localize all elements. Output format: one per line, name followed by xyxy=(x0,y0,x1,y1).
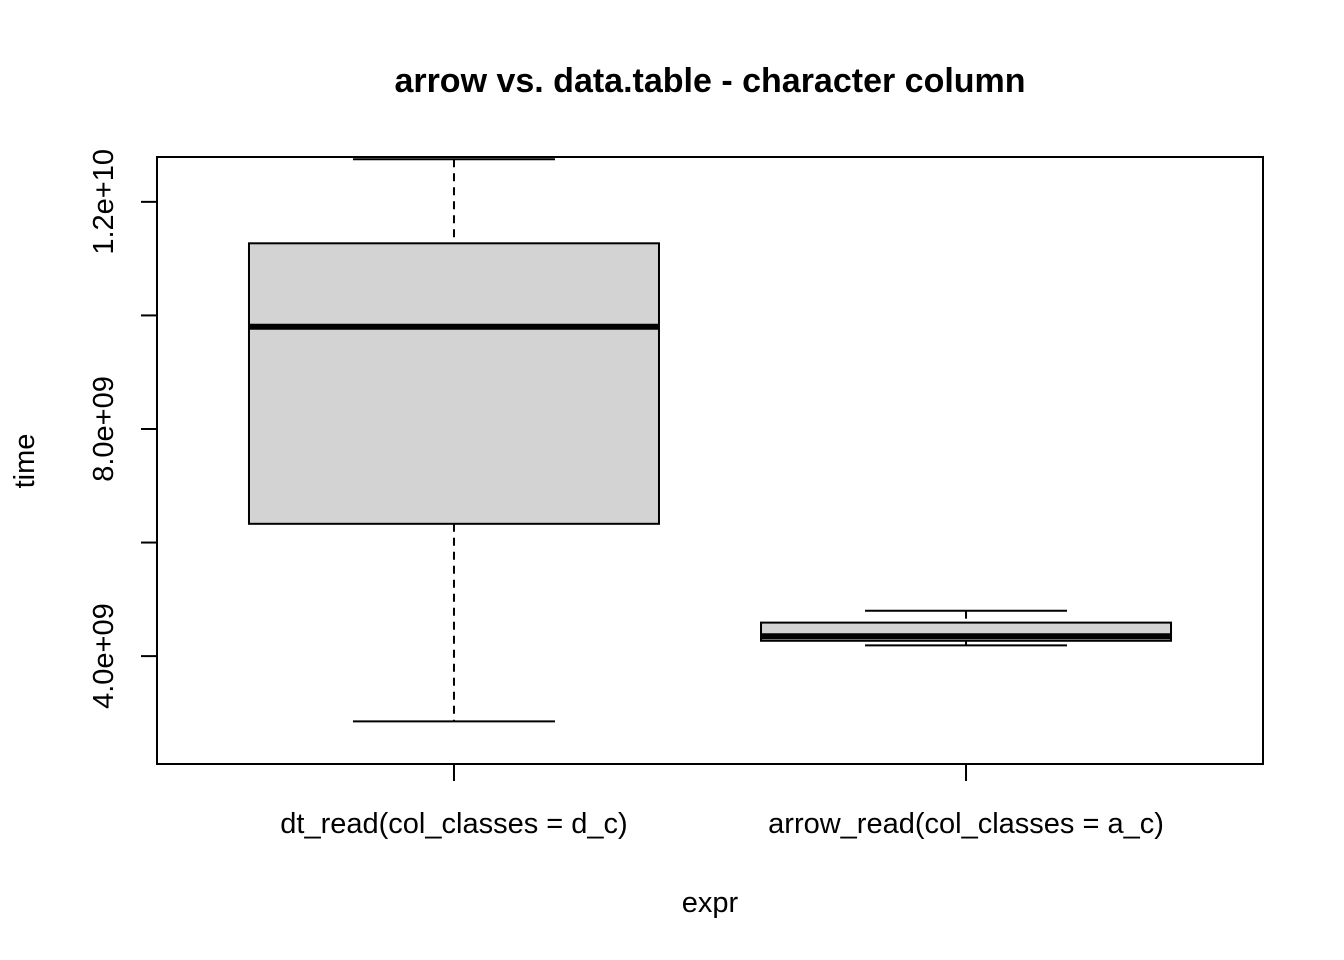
x-axis: dt_read(col_classes = d_c) arrow_read(col… xyxy=(280,764,1164,840)
box-group xyxy=(247,158,660,723)
box-group xyxy=(760,609,1173,647)
boxes xyxy=(247,158,1173,723)
y-axis: 4.0e+09 8.0e+09 1.2e+10 xyxy=(88,149,157,709)
plot-frame xyxy=(156,156,1264,765)
y-tick-label: 4.0e+09 xyxy=(88,603,120,709)
x-axis-label: expr xyxy=(682,887,739,919)
y-tick-label: 1.2e+10 xyxy=(88,149,120,255)
y-axis-label: time xyxy=(9,434,41,489)
x-tick-label: arrow_read(col_classes = a_c) xyxy=(768,808,1164,840)
iqr-box xyxy=(247,242,660,525)
x-tick-label: dt_read(col_classes = d_c) xyxy=(280,808,627,840)
chart-title: arrow vs. data.table - character column xyxy=(394,62,1025,100)
y-tick-label: 8.0e+09 xyxy=(88,376,120,482)
